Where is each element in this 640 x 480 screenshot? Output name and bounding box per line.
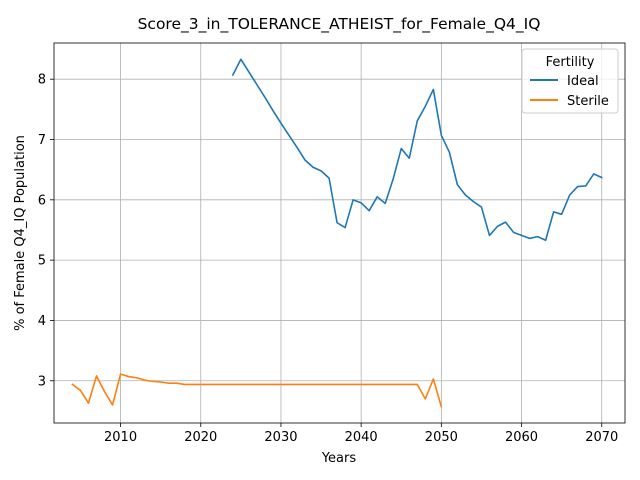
y-tick-label: 3 [38,374,46,389]
y-tick-label: 5 [38,254,46,269]
x-tick-label: 2060 [505,430,538,445]
y-tick-label: 6 [38,193,46,208]
legend: Fertility Ideal Sterile [521,48,619,114]
x-tick-label: 2020 [184,430,217,445]
x-tick-label: 2030 [264,430,297,445]
x-tick-label: 2040 [345,430,378,445]
series-line-ideal [231,58,603,242]
axis-ticks: 2010 2020 2030 2040 2050 2060 2070 3 4 5 6 7 8 [38,73,619,445]
legend-box [521,48,619,114]
plot-frame [53,42,626,424]
series-layer [71,58,603,408]
y-tick-label: 7 [38,133,46,148]
y-axis-label: % of Female Q4_IQ Population [13,135,28,331]
legend-label-sterile: Sterile [567,94,609,109]
legend-title: Fertility [546,55,595,70]
x-tick-label: 2050 [425,430,458,445]
x-tick-label: 2070 [585,430,618,445]
y-tick-label: 8 [38,73,46,88]
x-axis-label: Years [321,451,357,466]
chart-title: Score_3_in_TOLERANCE_ATHEIST_for_Female_… [138,15,541,34]
legend-label-ideal: Ideal [567,74,599,89]
x-tick-label: 2010 [104,430,137,445]
series-line-sterile [71,373,443,408]
y-tick-label: 4 [38,314,46,329]
